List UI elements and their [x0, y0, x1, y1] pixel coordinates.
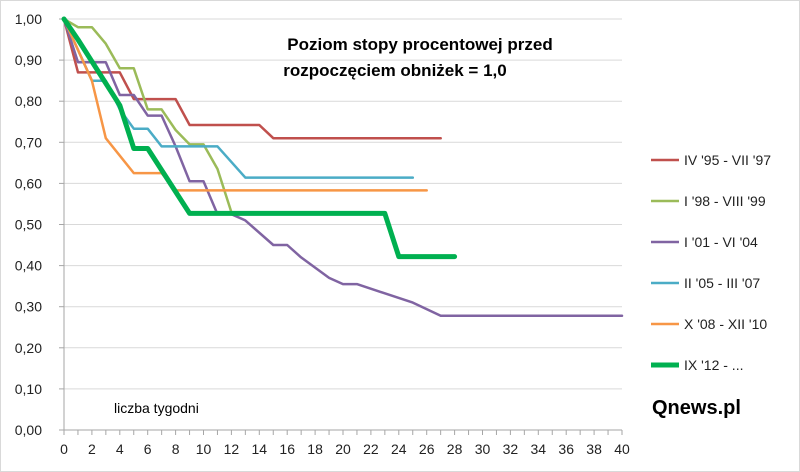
x-tick-label: 2	[88, 441, 96, 457]
x-tick-label: 32	[503, 441, 519, 457]
legend-label: X '08 - XII '10	[684, 316, 767, 332]
brand-label: Qnews.pl	[652, 397, 741, 419]
series-lines	[61, 16, 624, 317]
series-line-4	[62, 17, 415, 179]
x-tick-label: 30	[475, 441, 491, 457]
y-tick-label: 0,00	[15, 422, 42, 438]
title-line-2: rozpoczęciem obniżek = 1,0	[283, 61, 506, 80]
y-tick-label: 0,90	[15, 52, 42, 68]
x-tick-label: 24	[391, 441, 407, 457]
y-tick-label: 0,30	[15, 299, 42, 315]
legend: IV '95 - VII '97 I '98 - VIII '99 I '01 - …	[651, 152, 771, 373]
x-tick-label: 12	[224, 441, 240, 457]
x-tick-label: 18	[307, 441, 323, 457]
x-tick-labels: 0 2 4 6 8 10 12 14 16 18 20 22 24 26 28 30 32 34 36 38 40	[60, 441, 630, 457]
x-tick-label: 16	[279, 441, 295, 457]
x-tick-label: 28	[447, 441, 463, 457]
x-tick-label: 0	[60, 441, 68, 457]
x-tick-label: 22	[363, 441, 379, 457]
x-tick-label: 20	[335, 441, 351, 457]
series-line-2	[62, 17, 233, 214]
y-tick-label: 0,80	[15, 93, 42, 109]
x-tick-label: 8	[172, 441, 180, 457]
y-tick-label: 0,10	[15, 381, 42, 397]
y-tick-label: 0,20	[15, 340, 42, 356]
title-line-1: Poziom stopy procentowej przed	[287, 35, 552, 54]
x-tick-label: 6	[144, 441, 152, 457]
x-tick-label: 38	[586, 441, 602, 457]
legend-label: IX '12 - ...	[684, 357, 743, 373]
x-tick-label: 36	[558, 441, 574, 457]
y-tick-label: 0,40	[15, 258, 42, 274]
x-tick-label: 34	[531, 441, 547, 457]
series-line-1	[62, 17, 442, 140]
legend-label: IV '95 - VII '97	[684, 152, 771, 168]
x-tick-label: 40	[614, 441, 630, 457]
x-tick-label: 4	[116, 441, 124, 457]
series-line-6	[61, 16, 458, 260]
y-tick-label: 1,00	[15, 11, 42, 27]
x-axis-annotation: liczba tygodni	[114, 400, 199, 416]
y-tick-label: 0,70	[15, 134, 42, 150]
x-tick-label: 26	[419, 441, 435, 457]
x-tick-label: 14	[252, 441, 268, 457]
legend-label: I '98 - VIII '99	[684, 193, 766, 209]
legend-label: II '05 - III '07	[684, 275, 760, 291]
y-tick-label: 0,60	[15, 175, 42, 191]
y-tick-label: 0,50	[15, 217, 42, 233]
axes	[59, 18, 623, 435]
legend-label: I '01 - VI '04	[684, 234, 758, 250]
y-tick-labels: 0,00 0,10 0,20 0,30 0,40 0,50 0,60 0,70 0,80 0,90…	[15, 11, 42, 438]
x-tick-label: 10	[196, 441, 212, 457]
gridlines	[64, 18, 622, 390]
